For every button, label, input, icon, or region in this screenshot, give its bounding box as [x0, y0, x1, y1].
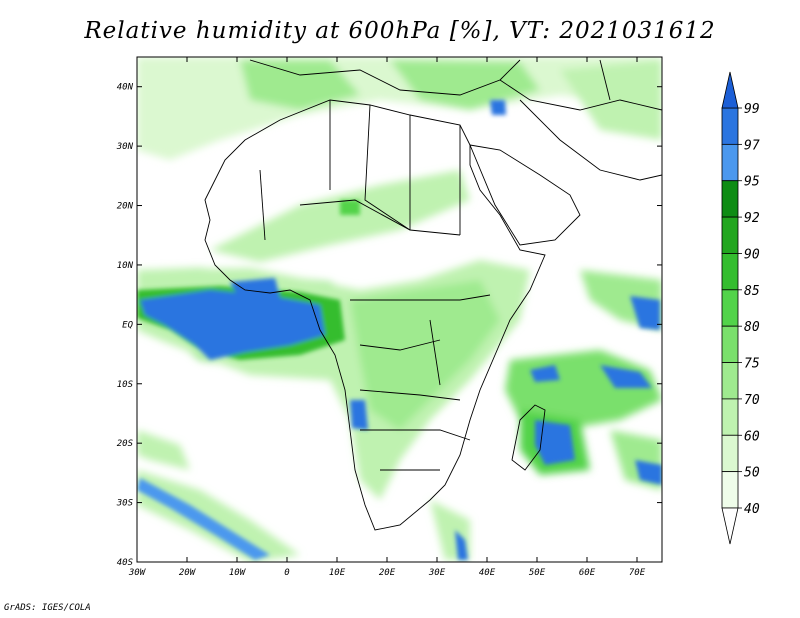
latitude-axis: 40N 30N 20N 10N EQ 10S 20S 30S 40S: [116, 83, 662, 568]
colorbar-segment: [721, 253, 739, 291]
colorbar-segment: [721, 434, 739, 473]
longitude-axis: 30W 20W 10W 0 10E 20E 30E 40E 50E 60E 70E: [128, 57, 646, 578]
lon-label: 50E: [529, 568, 546, 578]
colorbar-label: 85: [744, 284, 760, 299]
colorbar: 99 97 95 92 90 85 80 75 70 60 50 40: [721, 71, 760, 545]
colorbar-label: 70: [744, 393, 760, 408]
colorbar-label: 95: [744, 175, 760, 190]
colorbar-segment: [721, 180, 739, 218]
lat-label: 30N: [116, 142, 134, 152]
grads-credit: GrADS: IGES/COLA: [4, 603, 91, 613]
colorbar-segment: [721, 362, 739, 400]
colorbar-label: 92: [744, 211, 760, 226]
lon-label: 70E: [629, 568, 646, 578]
colorbar-segment: [721, 216, 739, 254]
lat-label: 20N: [117, 202, 134, 212]
coastlines: [204, 59, 662, 531]
colorbar-segment: [721, 107, 739, 145]
colorbar-label: 75: [744, 357, 760, 372]
chart-title: Relative humidity at 600hPa [%], VT: 202…: [84, 18, 716, 44]
colorbar-bottom-arrow: [721, 507, 739, 545]
lat-label: 10N: [117, 261, 134, 271]
lat-label: 10S: [117, 380, 134, 390]
colorbar-segment: [721, 289, 739, 327]
lon-label: 60E: [579, 568, 596, 578]
colorbar-label: 90: [744, 247, 760, 262]
lat-label: 30S: [116, 499, 134, 509]
lat-label: 40S: [117, 558, 134, 568]
map-frame: [136, 56, 663, 563]
colorbar-label: 50: [744, 466, 760, 481]
lon-label: 0: [284, 568, 289, 578]
colorbar-label: 99: [744, 102, 760, 117]
colorbar-segment: [721, 398, 739, 436]
lon-label: 30W: [128, 568, 147, 578]
lat-label: 40N: [117, 83, 134, 93]
colorbar-label: 97: [744, 138, 760, 153]
colorbar-label: 60: [744, 429, 760, 444]
lon-label: 20E: [379, 568, 396, 578]
colorbar-segment: [721, 143, 739, 182]
colorbar-segment: [721, 471, 739, 509]
lon-label: 20W: [179, 568, 197, 578]
colorbar-top-arrow: [721, 71, 739, 109]
colorbar-label: 40: [744, 502, 760, 517]
colorbar-segment: [721, 325, 739, 363]
lon-label: 10E: [329, 568, 346, 578]
colorbar-label: 80: [744, 320, 760, 335]
lat-label: EQ: [122, 320, 133, 330]
lon-label: 40E: [479, 568, 496, 578]
lon-label: 30E: [428, 568, 446, 578]
lon-label: 10W: [229, 568, 247, 578]
lat-label: 20S: [117, 439, 134, 449]
